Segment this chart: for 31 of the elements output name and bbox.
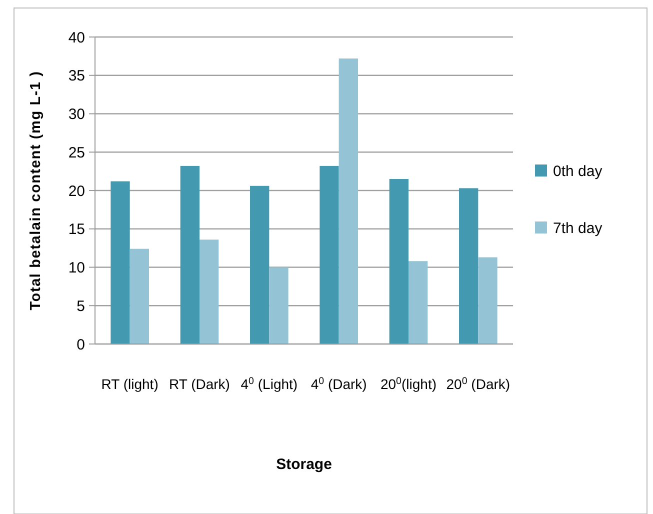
y-tick-label: 40: [68, 29, 85, 46]
y-tick-label: 30: [68, 106, 85, 123]
bar: [250, 186, 270, 344]
y-axis-title: Total betalain content (mg L-1 ): [28, 70, 44, 310]
y-tick-label: 20: [68, 182, 85, 200]
bar: [269, 267, 288, 344]
y-tick-label: 0: [76, 336, 85, 354]
x-tick-label: 20$^{0}$ (Dark): [446, 376, 510, 392]
y-tick-label: 35: [68, 68, 85, 85]
bar: [130, 248, 149, 344]
x-tick-label: 4$^{0}$ (Dark): [310, 376, 367, 392]
y-tick-label: 15: [68, 221, 85, 238]
bar: [389, 178, 408, 344]
bar: [338, 58, 358, 344]
x-tick-label: 4$^{0}$ (Light): [240, 376, 298, 392]
bar: [478, 257, 498, 344]
bar: [200, 240, 219, 344]
y-tick-label: 5: [76, 298, 85, 315]
bar: [408, 261, 428, 344]
y-tick-label: 25: [68, 144, 85, 162]
x-tick-label: 20$^{0}$(light): [380, 376, 437, 392]
y-tick-label: 10: [68, 260, 85, 276]
bar: [110, 181, 130, 344]
bar: [459, 188, 478, 344]
legend-label: 0th day: [553, 162, 603, 180]
x-tick-label: RT (Dark): [169, 376, 230, 392]
legend-label: 7th day: [553, 220, 603, 237]
bar: [320, 166, 339, 344]
x-axis-title: Storage: [276, 456, 332, 473]
bar: [180, 166, 200, 344]
x-tick-label: RT (light): [101, 376, 158, 392]
